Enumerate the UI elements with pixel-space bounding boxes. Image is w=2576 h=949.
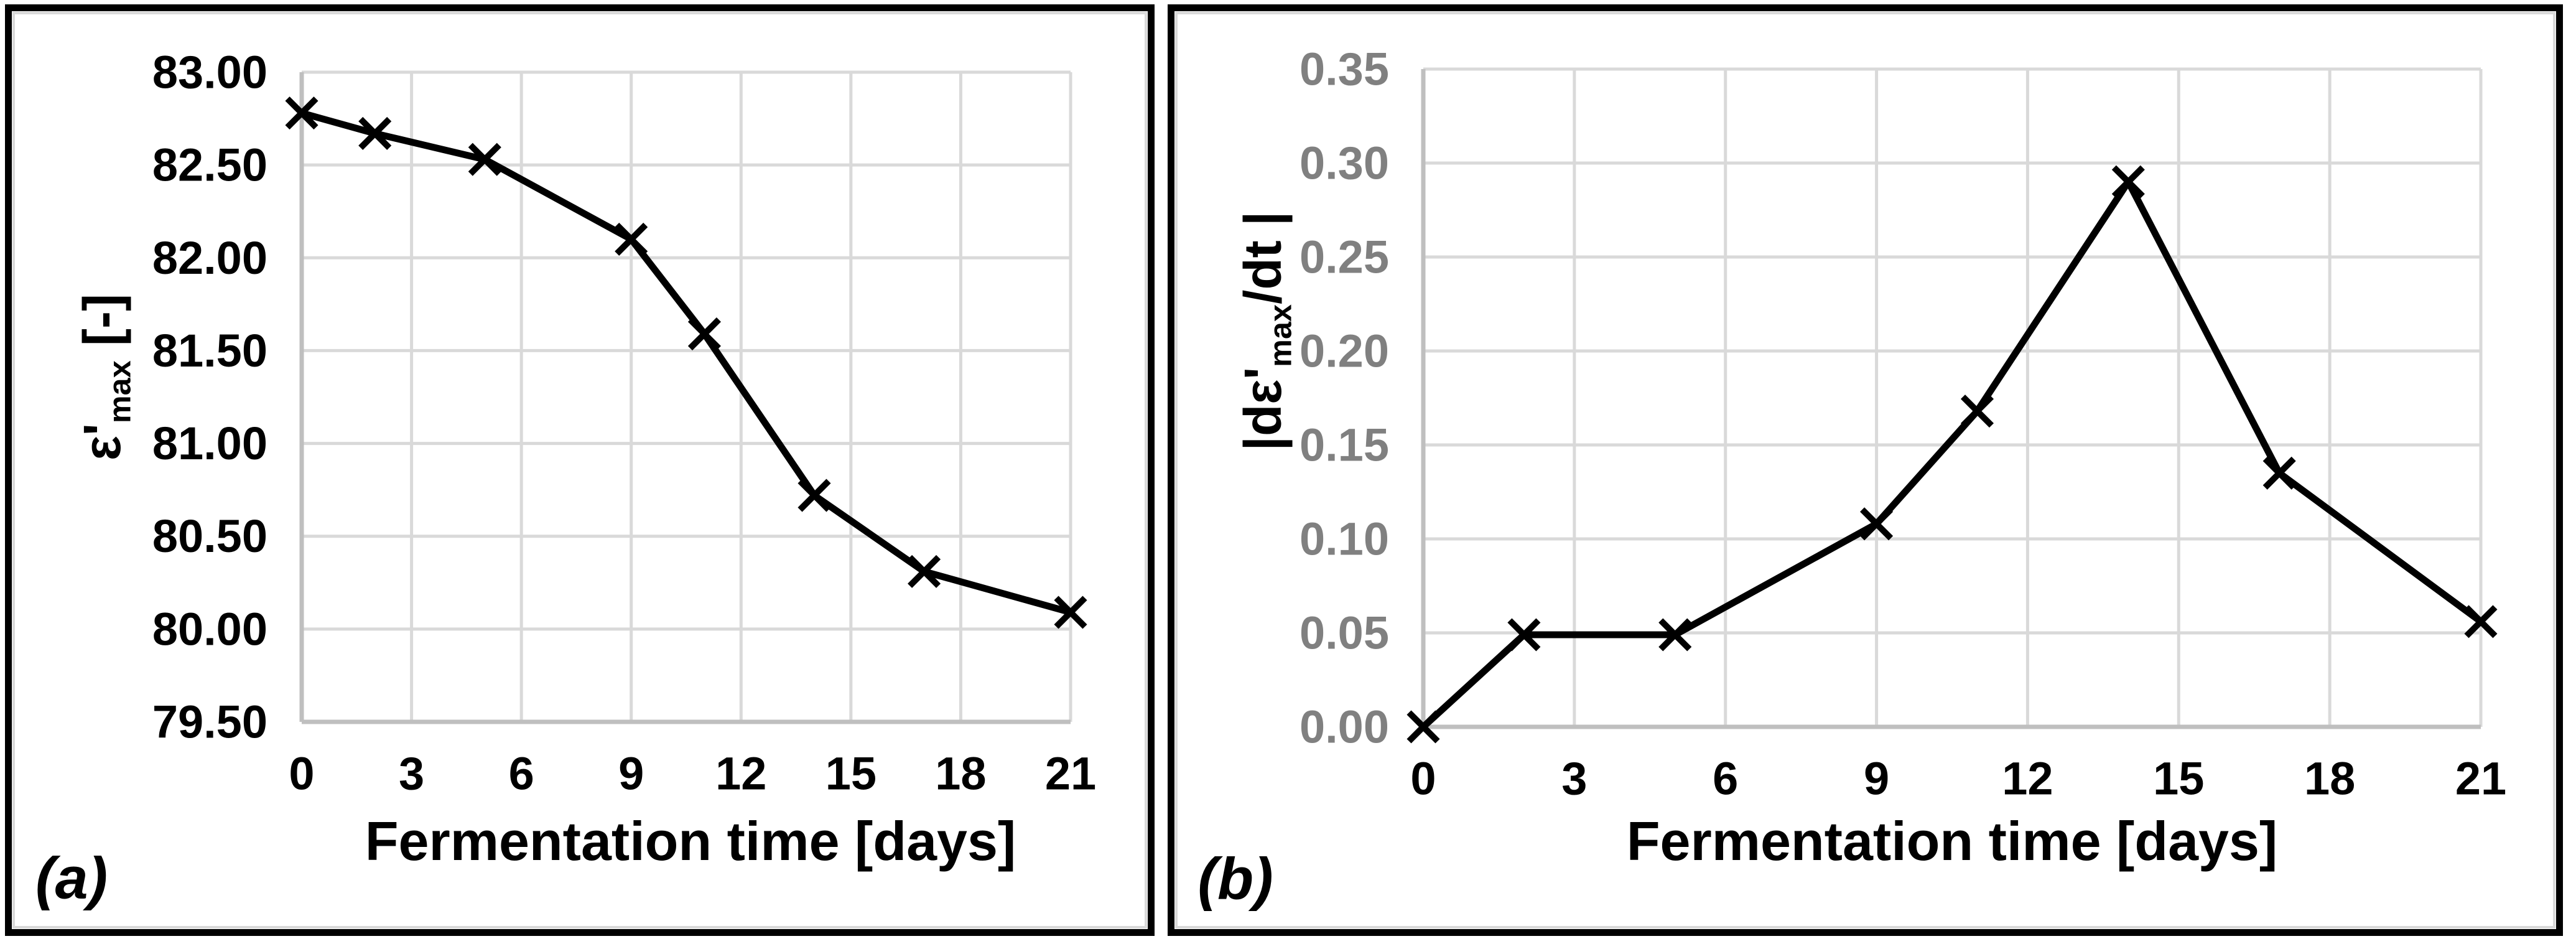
panel-b-inner-border [1175, 12, 2555, 928]
svg-text:82.00: 82.00 [152, 232, 267, 284]
svg-text:18: 18 [935, 748, 986, 800]
panel-b-y-title-prefix: |dε' [1233, 367, 1292, 451]
svg-text:80.00: 80.00 [152, 603, 267, 655]
svg-text:0: 0 [289, 748, 314, 800]
svg-text:6: 6 [1713, 753, 1738, 805]
svg-text:0.25: 0.25 [1300, 231, 1389, 283]
chart-a-plot: 79.50 80.00 80.50 81.00 81.50 82.00 82.50 83.00… [152, 47, 1096, 800]
svg-text:83.00: 83.00 [152, 47, 267, 98]
svg-text:0.10: 0.10 [1300, 513, 1389, 565]
svg-text:3: 3 [1561, 753, 1587, 805]
svg-text:15: 15 [825, 748, 876, 800]
panel-b-y-axis-title: |dε'max/dt | [1233, 211, 1298, 451]
panel-b-y-title-subscript: max [1262, 304, 1298, 367]
svg-text:9: 9 [618, 748, 644, 800]
panel-a-x-axis-title: Fermentation time [days] [365, 810, 1016, 872]
svg-text:81.50: 81.50 [152, 325, 267, 376]
svg-text:9: 9 [1864, 753, 1889, 805]
svg-text:15: 15 [2153, 753, 2204, 805]
svg-text:81.00: 81.00 [152, 418, 267, 469]
svg-text:21: 21 [1045, 748, 1096, 800]
panel-a [5, 4, 1155, 936]
panel-a-y-title-suffix: [-] [72, 294, 131, 361]
svg-text:0.20: 0.20 [1300, 325, 1389, 377]
svg-text:0.00: 0.00 [1300, 701, 1389, 753]
panel-a-y-title-prefix: ε' [72, 423, 131, 460]
svg-text:12: 12 [715, 748, 766, 800]
panel-b-label: (b) [1197, 846, 1273, 912]
panel-a-inner-border [12, 12, 1147, 928]
svg-text:80.50: 80.50 [152, 510, 267, 562]
panel-a-y-title-subscript: max [101, 360, 137, 424]
svg-text:0.35: 0.35 [1300, 44, 1389, 95]
svg-text:0.05: 0.05 [1300, 607, 1389, 659]
svg-text:18: 18 [2304, 753, 2355, 805]
panel-b-x-axis-title: Fermentation time [days] [1626, 810, 2278, 872]
svg-text:12: 12 [2002, 753, 2053, 805]
svg-text:82.50: 82.50 [152, 139, 267, 191]
svg-text:3: 3 [399, 748, 424, 800]
svg-text:79.50: 79.50 [152, 696, 267, 748]
chart-b-plot: 0.00 0.05 0.10 0.15 0.20 0.25 0.30 0.35 0 3 6 9 12 15… [1300, 44, 2506, 805]
panel-b-y-title-suffix: /dt | [1233, 211, 1292, 304]
svg-text:6: 6 [509, 748, 534, 800]
svg-text:21: 21 [2455, 753, 2506, 805]
panel-a-y-axis-title: ε'max [-] [72, 294, 137, 460]
panel-a-label: (a) [35, 845, 108, 912]
svg-text:0.15: 0.15 [1300, 419, 1389, 471]
svg-text:0: 0 [1410, 753, 1436, 805]
svg-text:0.30: 0.30 [1300, 138, 1389, 189]
